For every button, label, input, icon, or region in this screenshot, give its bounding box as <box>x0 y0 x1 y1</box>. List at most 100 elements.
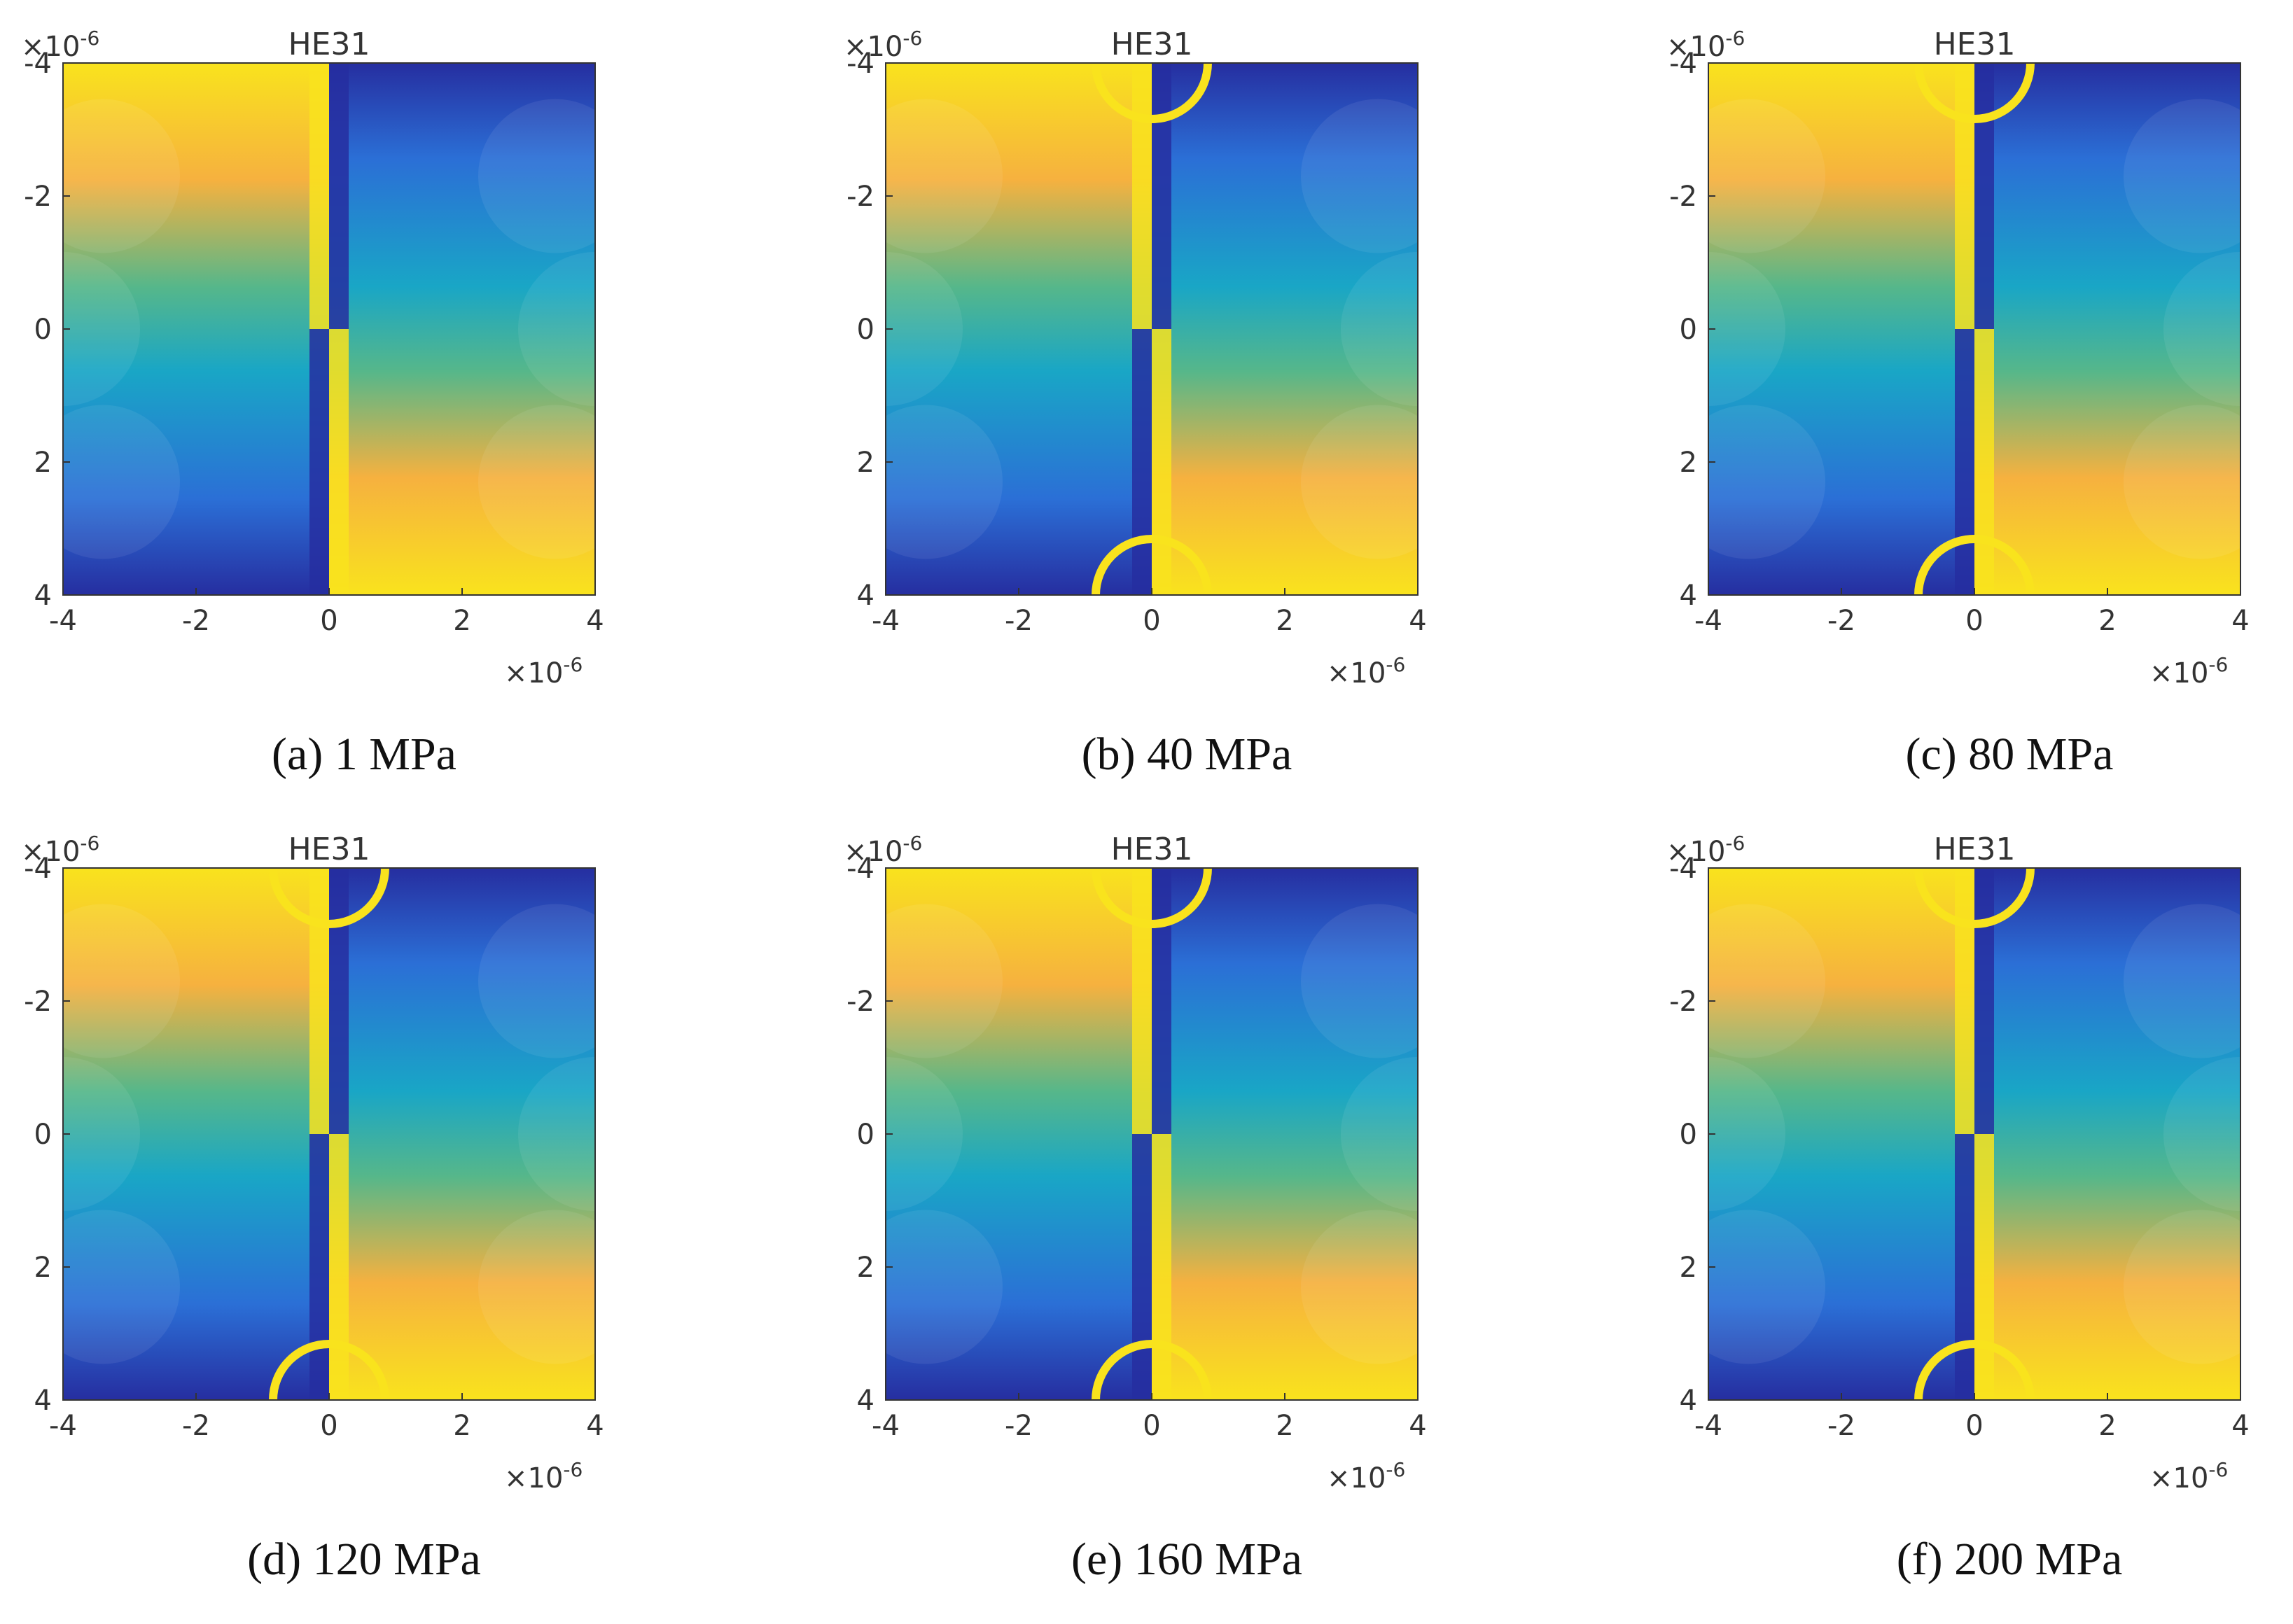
grain-circle <box>1301 405 1418 559</box>
center-band-navy-bottom <box>309 329 329 595</box>
panel-caption: (b) 40 MPa <box>1081 729 1292 780</box>
x-tick-label: -2 <box>1827 605 1855 637</box>
grain-circle <box>2124 405 2240 559</box>
grain-circle <box>886 1210 1003 1364</box>
y-tick-label: -2 <box>846 986 874 1018</box>
x-tick-label: 2 <box>2098 605 2116 637</box>
y-tick-label: 4 <box>34 1385 52 1417</box>
x-multiplier: ×10-6 <box>504 1458 583 1494</box>
y-tick-label: 0 <box>34 1119 52 1151</box>
x-tick-label: 0 <box>320 1410 337 1442</box>
x-tick-label: -4 <box>1694 1410 1722 1442</box>
grain-circle <box>886 405 1003 559</box>
y-tick-label: -4 <box>846 48 874 80</box>
panel-c: HE31 -4 -2 0 2 4 -4 -2 0 2 4 ×10-6 ×10-6 (c) 80 MPa <box>1645 27 2293 819</box>
x-tick-label: 0 <box>320 605 337 637</box>
center-band-yellow-top <box>1132 63 1152 329</box>
y-tick-label: 0 <box>1680 314 1697 346</box>
top-loop <box>269 868 389 928</box>
x-tick-label: 2 <box>453 605 471 637</box>
grain-circle <box>478 904 595 1058</box>
grain-circle <box>63 1057 140 1211</box>
x-tick-label: 0 <box>1143 1410 1160 1442</box>
center-band-yellow-bottom <box>1974 1134 1994 1400</box>
panel-caption: (e) 160 MPa <box>1071 1534 1302 1585</box>
center-band-yellow-bottom <box>1152 1134 1171 1400</box>
x-multiplier: ×10-6 <box>2149 1458 2228 1494</box>
x-tick-label: -2 <box>1827 1410 1855 1442</box>
x-tick-label: -2 <box>182 605 210 637</box>
y-multiplier: ×10-6 <box>21 27 99 63</box>
heatmap-field <box>1708 63 2240 595</box>
grain-circle <box>1301 99 1418 253</box>
top-loop <box>1914 868 2035 928</box>
field-right-half <box>329 868 595 1400</box>
y-tick-label: 2 <box>34 1252 52 1284</box>
y-tick-label: -2 <box>846 181 874 213</box>
center-band-navy-bottom <box>1132 329 1152 595</box>
heatmap-field <box>886 63 1418 595</box>
grain-circle <box>2124 1210 2240 1364</box>
grain-circle <box>2163 1057 2240 1211</box>
grain-circle <box>478 405 595 559</box>
grain-circle <box>1341 1057 1418 1211</box>
top-loop <box>1092 868 1212 928</box>
y-tick-label: 4 <box>1680 1385 1697 1417</box>
grain-circle <box>1708 904 1825 1058</box>
y-multiplier: ×10-6 <box>1666 832 1745 868</box>
heatmap-field <box>63 63 595 595</box>
y-tick-label: -4 <box>1669 853 1697 885</box>
top-loop <box>1092 63 1212 123</box>
x-tick-label: 4 <box>586 1410 604 1442</box>
center-band-yellow-top <box>1955 868 1974 1134</box>
grain-circle <box>2163 252 2240 406</box>
x-multiplier: ×10-6 <box>1327 1458 1405 1494</box>
grain-circle <box>1341 252 1418 406</box>
x-tick-label: 0 <box>1965 605 1983 637</box>
grain-circle <box>886 904 1003 1058</box>
field-right-half <box>1974 868 2240 1400</box>
heatmap-field <box>886 868 1418 1400</box>
field-left-half <box>886 63 1152 595</box>
center-band-yellow-bottom <box>1152 329 1171 595</box>
field-left-half <box>1708 868 1974 1400</box>
y-tick-label: 2 <box>857 447 874 479</box>
y-tick-label: 4 <box>857 1385 874 1417</box>
grain-circle <box>2124 99 2240 253</box>
center-band-navy-bottom <box>1955 329 1974 595</box>
x-multiplier: ×10-6 <box>2149 653 2228 690</box>
y-tick-label: -2 <box>1669 986 1697 1018</box>
grain-circle <box>2124 904 2240 1058</box>
y-multiplier: ×10-6 <box>844 832 922 868</box>
x-multiplier: ×10-6 <box>1327 653 1405 690</box>
x-tick-label: -4 <box>1694 605 1722 637</box>
x-tick-label: -2 <box>1005 1410 1033 1442</box>
grain-circle <box>63 904 180 1058</box>
bottom-loop <box>269 1340 389 1400</box>
grain-circle <box>1301 1210 1418 1364</box>
field-right-half <box>1152 868 1418 1400</box>
x-tick-label: 2 <box>1276 605 1293 637</box>
x-tick-label: 4 <box>1409 1410 1426 1442</box>
center-band-navy-bottom <box>1132 1134 1152 1400</box>
field-left-half <box>1708 63 1974 595</box>
y-tick-label: 2 <box>857 1252 874 1284</box>
center-band-navy-top <box>1152 868 1171 1134</box>
y-tick-label: -2 <box>24 181 52 213</box>
y-tick-label: -4 <box>846 853 874 885</box>
y-tick-label: 0 <box>857 314 874 346</box>
chart-title: HE31 <box>1111 27 1193 62</box>
x-tick-label: -2 <box>182 1410 210 1442</box>
panel-caption: (d) 120 MPa <box>247 1534 481 1585</box>
field-right-half <box>1974 63 2240 595</box>
y-tick-label: 0 <box>857 1119 874 1151</box>
x-tick-label: 2 <box>1276 1410 1293 1442</box>
bottom-loop <box>1092 535 1212 595</box>
y-tick-label: 0 <box>34 314 52 346</box>
center-band-yellow-bottom <box>329 1134 349 1400</box>
y-tick-label: 4 <box>857 580 874 612</box>
chart-title: HE31 <box>1934 27 2016 62</box>
